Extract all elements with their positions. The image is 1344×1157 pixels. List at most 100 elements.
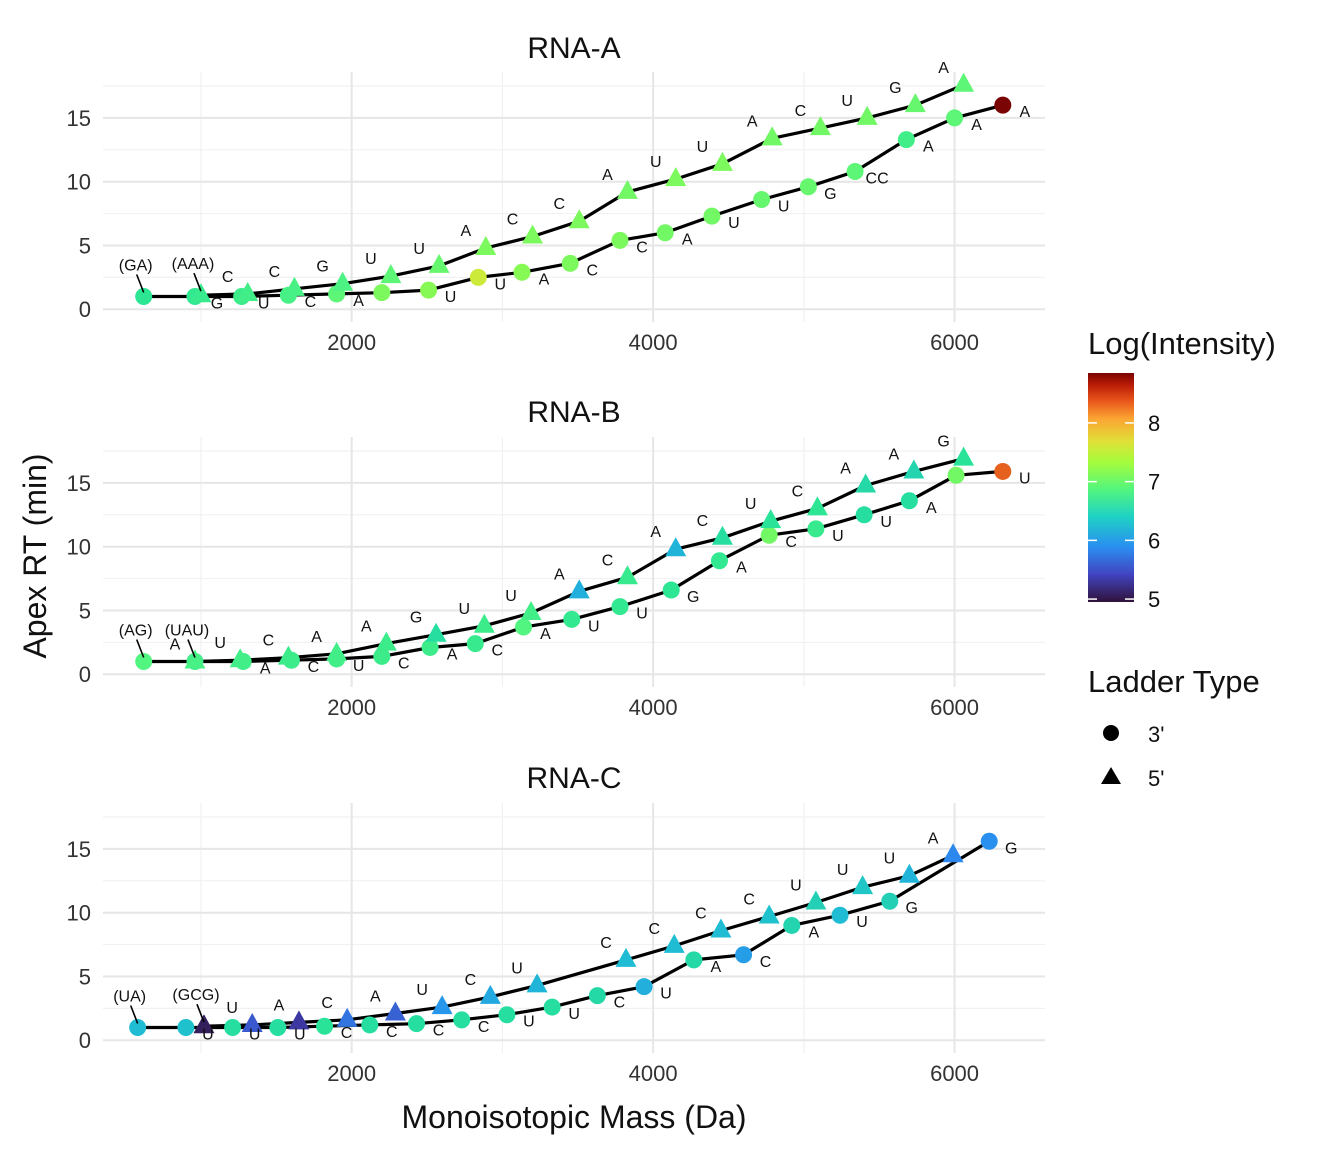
y-tick-label: 10 (67, 170, 91, 195)
point-label: U (832, 528, 844, 545)
point-3prime (685, 951, 703, 969)
point-3prime (513, 263, 531, 281)
point-label: C (308, 659, 320, 676)
point-5prime (809, 116, 831, 136)
point-label: U (650, 154, 662, 171)
label-leader (135, 639, 145, 658)
point-label: G (687, 589, 699, 606)
point-label: U (365, 251, 377, 268)
point-label: G (824, 186, 836, 203)
point-label: C (697, 513, 709, 530)
point-3prime (543, 998, 561, 1016)
point-label: U (214, 635, 226, 652)
point-5prime (665, 537, 687, 557)
point-label: A (971, 117, 982, 134)
point-3prime (135, 652, 153, 670)
point-3prime (831, 906, 849, 924)
point-label: A (928, 830, 939, 847)
y-tick-label: 0 (79, 662, 91, 687)
y-tick-label: 5 (79, 598, 91, 623)
point-5prime (479, 984, 501, 1004)
point-label: U (459, 601, 471, 618)
point-3prime (316, 1017, 334, 1035)
point-label: G (316, 259, 328, 276)
point-3prime (753, 191, 771, 209)
x-tick-label: 6000 (930, 695, 979, 720)
point-label: U (856, 914, 868, 931)
point-5prime (852, 875, 874, 895)
point-3prime (498, 1006, 516, 1024)
point-label: G (937, 434, 949, 451)
point-label: C (321, 995, 333, 1012)
point-5prime (425, 622, 447, 642)
y-tick-label: 0 (79, 1028, 91, 1053)
point-5prime (942, 843, 964, 863)
point-label: C (586, 262, 598, 279)
point-label: C (795, 103, 807, 120)
point-label: A (540, 626, 551, 643)
point-5prime (760, 509, 782, 529)
point-5prime (855, 473, 877, 493)
label-leader (135, 274, 145, 293)
point-5prime (193, 1014, 215, 1034)
y-tick-label: 10 (67, 901, 91, 926)
point-5prime (428, 253, 450, 273)
point-5prime (711, 151, 733, 171)
point-3prime (561, 254, 579, 272)
point-3prime (760, 526, 778, 544)
point-label: U (778, 199, 790, 216)
point-5prime (241, 1012, 263, 1032)
point-label: A (889, 446, 900, 463)
point-5prime (568, 579, 590, 599)
point-5prime (710, 918, 732, 938)
point-3prime (900, 492, 918, 510)
point-3prime (703, 207, 721, 225)
point-3prime (361, 1016, 379, 1034)
label-leader (187, 639, 196, 658)
point-5prime (431, 995, 453, 1015)
point-5prime (375, 631, 397, 651)
point-5prime (520, 601, 542, 621)
point-label: C (743, 892, 755, 909)
x-tick-label: 6000 (930, 1061, 979, 1086)
point-3prime (783, 916, 801, 934)
point-label: U (294, 1026, 306, 1043)
point-3prime (269, 1018, 287, 1036)
legend-label-5prime: 5' (1148, 766, 1164, 791)
point-5prime (904, 93, 926, 113)
y-tick-label: 5 (79, 233, 91, 258)
point-5prime (806, 496, 828, 516)
point-label: U (841, 93, 853, 110)
point-3prime (980, 832, 998, 850)
point-label: (GA) (119, 257, 153, 274)
x-tick-label: 2000 (327, 1061, 376, 1086)
point-3prime (515, 618, 533, 636)
point-label: U (523, 1014, 535, 1031)
x-tick-label: 4000 (629, 330, 678, 355)
colorbar-tick-label: 6 (1148, 528, 1160, 553)
point-label: C (695, 906, 707, 923)
point-label: A (539, 271, 550, 288)
point-3prime (807, 520, 825, 538)
point-label: U (1019, 470, 1031, 487)
y-tick-label: 15 (67, 837, 91, 862)
point-label: U (353, 658, 365, 675)
point-label: C (648, 921, 660, 938)
point-label: G (889, 80, 901, 97)
point-5prime (711, 525, 733, 545)
point-label: C (263, 633, 275, 650)
point-3prime (466, 635, 484, 653)
point-3prime (994, 462, 1012, 480)
point-3prime (611, 231, 629, 249)
point-label: A (353, 293, 364, 310)
x-tick-label: 2000 (327, 330, 376, 355)
y-tick-label: 5 (79, 964, 91, 989)
point-label: G (906, 900, 918, 917)
point-3prime (656, 224, 674, 242)
point-5prime (184, 649, 206, 669)
point-5prime (953, 446, 975, 466)
x-tick-label: 2000 (327, 695, 376, 720)
point-label: U (511, 960, 523, 977)
point-5prime (953, 72, 975, 92)
